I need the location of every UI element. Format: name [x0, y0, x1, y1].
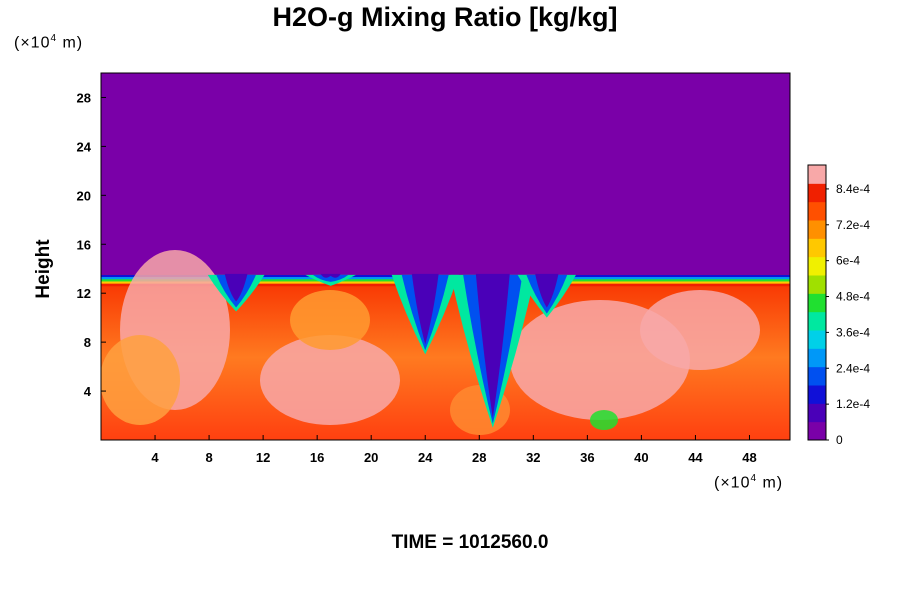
- mixing-ratio-field: [101, 73, 790, 440]
- colorbar-swatch: [808, 293, 826, 313]
- dry-intrusion-core: [312, 274, 349, 282]
- colorbar-tick-label: 0: [836, 433, 843, 447]
- plot-frame: [100, 72, 791, 441]
- dry-intrusion-center: [411, 273, 439, 345]
- time-label: TIME = 1012560.0: [391, 532, 549, 553]
- dry-intrusion-center: [224, 273, 248, 302]
- colorbar-swatch: [808, 348, 826, 368]
- dry-intrusion-center: [535, 273, 559, 308]
- colorbar-swatch: [808, 220, 826, 239]
- y-axis-unit: (×104 m): [14, 33, 84, 52]
- colorbar-tick-label: 3.6e-4: [836, 325, 870, 339]
- colorbar-swatch: [808, 403, 826, 423]
- colorbar-swatch: [808, 421, 826, 441]
- colorbar-tick-label: 4.8e-4: [836, 290, 870, 304]
- field-blob: [590, 410, 618, 430]
- x-tick-label: 40: [634, 450, 648, 465]
- y-axis: 4 8 12 16 20 24 28: [77, 90, 106, 399]
- colorbar-swatch: [808, 385, 826, 404]
- field-blob: [101, 335, 180, 425]
- colorbar-swatch: [808, 183, 826, 203]
- field-blob: [260, 335, 400, 425]
- chart-title: H2O-g Mixing Ratio [kg/kg]: [272, 2, 618, 32]
- x-tick-label: 36: [580, 450, 594, 465]
- x-tick-label: 12: [256, 450, 270, 465]
- y-tick-label: 16: [77, 237, 91, 252]
- y-tick-label: 24: [77, 139, 92, 154]
- colorbar-swatch: [808, 256, 826, 276]
- field-blob: [290, 290, 370, 350]
- x-axis: 4 8 12 16 20 24 28 32 36 40 44 48: [151, 435, 757, 465]
- colorbar-tick-label: 8.4e-4: [836, 182, 870, 196]
- colorbar-swatch: [808, 201, 826, 221]
- x-tick-label: 32: [526, 450, 540, 465]
- x-tick-label: 4: [151, 450, 159, 465]
- colorbar-swatch: [808, 311, 826, 331]
- colorbar-tick-label: 6e-4: [836, 254, 860, 268]
- x-tick-label: 8: [205, 450, 212, 465]
- dry-intrusion-center: [475, 273, 510, 418]
- x-tick-label: 48: [742, 450, 756, 465]
- x-axis-unit: (×104 m): [714, 473, 784, 492]
- colorbar: 0 1.2e-4 2.4e-4 3.6e-4 4.8e-4 6e-4 7.2e-4 8.4e-…: [807, 164, 870, 447]
- x-tick-label: 16: [310, 450, 324, 465]
- y-tick-label: 20: [77, 188, 91, 203]
- colorbar-swatch: [808, 165, 826, 184]
- y-tick-label: 8: [84, 335, 91, 350]
- colorbar-tick-label: 1.2e-4: [836, 397, 870, 411]
- colorbar-swatch: [808, 330, 826, 349]
- y-tick-label: 4: [84, 384, 92, 399]
- x-tick-label: 44: [688, 450, 703, 465]
- y-tick-label: 28: [77, 90, 91, 105]
- colorbar-tick-label: 7.2e-4: [836, 218, 870, 232]
- x-tick-label: 28: [472, 450, 486, 465]
- y-tick-label: 12: [77, 286, 91, 301]
- colorbar-swatch: [808, 275, 826, 294]
- field-blob: [640, 290, 760, 370]
- colorbar-swatch: [808, 238, 826, 258]
- x-tick-label: 20: [364, 450, 378, 465]
- colorbar-frame: [807, 164, 827, 441]
- dry-intrusion-center: [320, 273, 341, 278]
- colorbar-tick-label: 2.4e-4: [836, 361, 870, 375]
- x-tick-label: 24: [418, 450, 433, 465]
- colorbar-swatch: [808, 366, 826, 386]
